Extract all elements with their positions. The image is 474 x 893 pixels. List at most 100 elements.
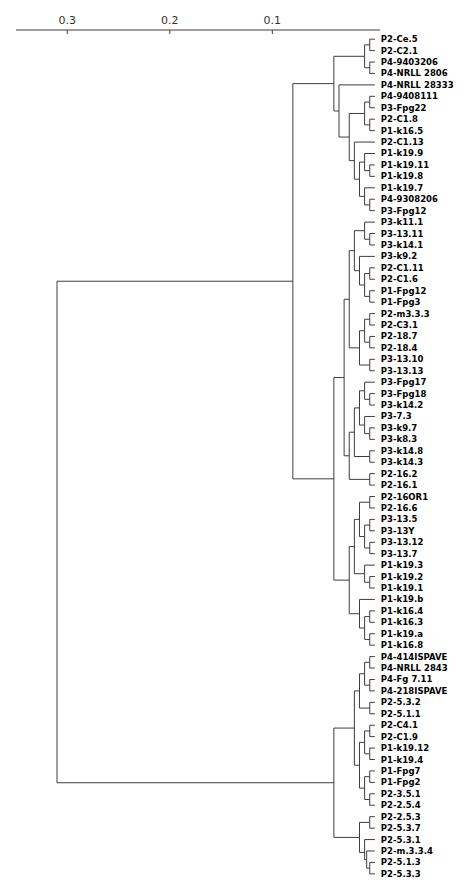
leaf-label: P4-NRLL 2806	[381, 68, 448, 78]
merge-link	[359, 502, 369, 536]
tick-mark	[272, 30, 273, 34]
leaf-label: P2-5.3.1	[381, 835, 421, 845]
merge-link	[370, 165, 375, 176]
chart: 0.30.20.1P2-5.3.3P2-5.1.3P2-m.3.3.4P2-5.…	[0, 0, 474, 893]
leaf-label: P1-Fpg12	[381, 286, 427, 296]
merge-link	[365, 274, 370, 297]
merge-link	[359, 822, 369, 852]
leaf-label: P3-k14.1	[381, 240, 423, 250]
tree	[57, 39, 375, 874]
leaf-label: P3-Fpg18	[381, 389, 427, 399]
leaf-label: P3-Fpg12	[381, 206, 427, 216]
merge-link	[354, 691, 359, 765]
merge-link	[370, 634, 375, 645]
leaf-label: P2-16.2	[381, 469, 418, 479]
merge-link	[365, 222, 375, 239]
leaf-label: P4-NRLL 28333	[381, 80, 454, 90]
leaf-label: P2-5.1.3	[381, 857, 421, 867]
merge-link	[370, 474, 375, 485]
leaf-label: P2-C1.6	[381, 274, 418, 284]
merge-link	[370, 794, 375, 805]
tick-label: 0.3	[59, 14, 77, 27]
merge-link	[334, 56, 365, 111]
leaf-label: P3-13Y	[381, 526, 416, 536]
merge-link	[370, 199, 375, 210]
leaf-label: P4-9308206	[381, 194, 438, 204]
leaf-label: P2-C1.13	[381, 137, 424, 147]
axis-line	[16, 30, 380, 31]
merge-link	[349, 432, 370, 479]
merge-link	[370, 39, 375, 50]
merge-link	[359, 599, 374, 628]
merge-link	[365, 617, 370, 640]
merge-link	[370, 451, 375, 462]
leaf-label: P2-C1.8	[381, 114, 418, 124]
leaf-label: P1-k19.a	[381, 629, 423, 639]
leaf-label: P4-218ISPAVE	[381, 686, 448, 696]
merge-link	[365, 525, 370, 548]
leaf-label: P3-k14.2	[381, 400, 423, 410]
leaf-label: P2-5.3.3	[381, 869, 421, 879]
merge-link	[359, 162, 364, 196]
merge-link	[359, 256, 374, 285]
merge-link	[365, 777, 370, 800]
leaf-label: P2-2.5.4	[381, 800, 421, 810]
leaf-label: P3-k11.1	[381, 217, 423, 227]
leaf-label: P3-Fpg22	[381, 103, 427, 113]
leaf-label: P1-k19.9	[381, 148, 423, 158]
leaf-label: P1-Fpg7	[381, 766, 421, 776]
merge-link	[370, 234, 375, 245]
merge-link	[365, 416, 375, 433]
merge-link	[365, 840, 375, 860]
merge-link	[370, 862, 375, 873]
leaf-label: P2-m.3.3.4	[381, 846, 433, 856]
merge-link	[354, 519, 364, 573]
merge-link	[370, 748, 375, 759]
merge-link	[370, 497, 375, 508]
leaf-label: P1-k19.2	[381, 572, 423, 582]
merge-link	[370, 96, 375, 107]
merge-link	[370, 725, 375, 736]
leaf-label: P3-k9.2	[381, 251, 417, 261]
leaf-label: P2-m3.3.3	[381, 309, 430, 319]
merge-link	[370, 702, 375, 713]
leaf-label: P3-7.3	[381, 411, 412, 421]
tick-label: 0.1	[264, 14, 282, 27]
leaf-label: P4-NRLL 2843	[381, 663, 448, 673]
merge-link	[370, 428, 375, 439]
leaf-label: P2-5.3.7	[381, 823, 421, 833]
merge-link	[370, 679, 375, 690]
leaf-label: P2-C2.1	[381, 46, 418, 56]
merge-link	[370, 577, 375, 588]
merge-link	[370, 291, 375, 302]
leaf-label: P1-k19.3	[381, 560, 423, 570]
leaf-label: P1-k19.7	[381, 183, 423, 193]
leaf-label: P2-Ce.5	[381, 34, 418, 44]
leaf-label: P3-k14.3	[381, 457, 423, 467]
leaf-label: P3-Fpg17	[381, 377, 427, 387]
leaf-label: P4-Fg 7.11	[381, 674, 433, 684]
merge-link	[370, 359, 375, 370]
merge-link	[365, 45, 370, 68]
merge-link	[354, 142, 375, 179]
leaf-label: P3-13.13	[381, 366, 424, 376]
leaf-label: P1-k19.4	[381, 755, 423, 765]
leaf-label: P3-13.12	[381, 537, 424, 547]
leaf-label: P3-13.10	[381, 354, 424, 364]
merge-link	[365, 319, 370, 342]
leaf-label: P3-13.11	[381, 229, 424, 239]
leaf-label: P1-k19.12	[381, 743, 429, 753]
merge-link	[354, 231, 364, 271]
leaf-label: P4-9403206	[381, 57, 438, 67]
x-axis: 0.30.20.1	[16, 14, 380, 34]
merge-link	[370, 314, 375, 325]
merge-link	[334, 378, 349, 581]
merge-link	[370, 771, 375, 782]
merge-link	[370, 394, 375, 405]
tick-mark	[169, 30, 170, 34]
leaf-label: P1-k16.5	[381, 126, 423, 136]
leaf-label: P3-k14.8	[381, 446, 423, 456]
merge-link	[367, 851, 375, 868]
merge-link	[370, 519, 375, 530]
tick-mark	[67, 30, 68, 34]
